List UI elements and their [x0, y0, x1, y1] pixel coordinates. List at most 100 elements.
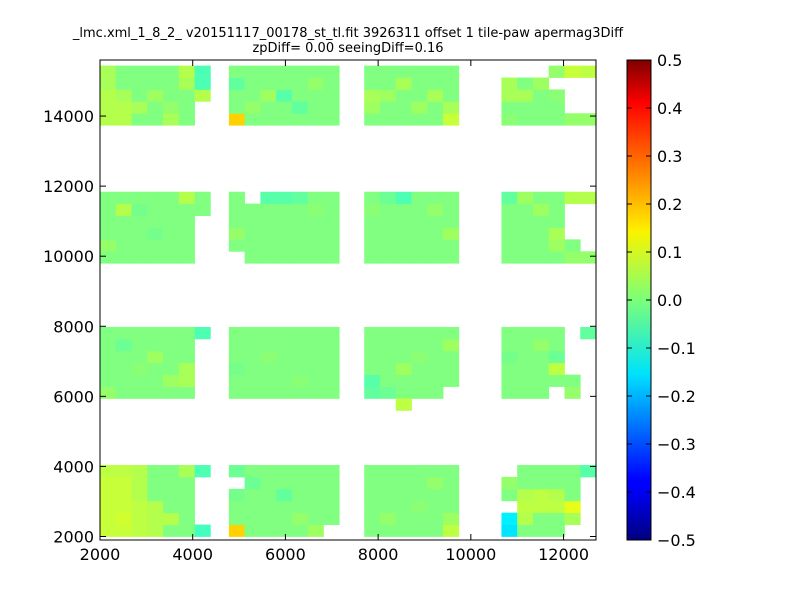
heatmap-cell: [364, 65, 381, 78]
heatmap-cell: [364, 215, 381, 228]
heatmap-cell: [147, 113, 164, 126]
heatmap-cell: [307, 512, 324, 525]
heatmap-cell: [427, 338, 444, 352]
heatmap-cell: [427, 512, 444, 525]
heatmap-cell: [276, 524, 293, 537]
heatmap-cell: [443, 101, 460, 114]
heatmap-cell: [228, 77, 246, 90]
heatmap-cell: [115, 113, 132, 126]
x-tick-label: 10000: [445, 545, 496, 564]
heatmap-cell: [427, 476, 444, 490]
heatmap-cell: [100, 326, 117, 340]
heatmap-cell: [115, 89, 132, 102]
heatmap-cell: [395, 524, 412, 537]
heatmap-cell: [291, 362, 309, 376]
heatmap-cell: [291, 338, 309, 352]
heatmap-cell: [517, 203, 534, 216]
heatmap-cell: [323, 251, 340, 264]
heatmap-cell: [228, 89, 246, 102]
heatmap-cell: [276, 338, 293, 352]
heatmap-cell: [100, 500, 117, 514]
heatmap-cell: [276, 512, 293, 525]
heatmap-cell: [443, 326, 460, 340]
heatmap-cell: [443, 374, 460, 387]
heatmap-cell: [276, 113, 293, 126]
heatmap-cell: [147, 350, 164, 364]
heatmap-cell: [411, 251, 428, 264]
heatmap-cell: [178, 524, 195, 537]
heatmap-cell: [131, 524, 148, 537]
y-tick-label: 6000: [53, 387, 94, 406]
heatmap-cell: [564, 65, 581, 78]
heatmap-cell: [131, 203, 148, 216]
heatmap-cell: [244, 89, 261, 102]
heatmap-cell: [276, 239, 293, 252]
heatmap-cell: [379, 386, 397, 399]
heatmap-cell: [548, 113, 565, 126]
heatmap-cell: [115, 203, 132, 216]
heatmap-cell: [379, 203, 397, 216]
heatmap-cell: [517, 524, 534, 537]
heatmap-cell: [443, 488, 460, 502]
heatmap-cell: [379, 113, 397, 126]
heatmap-cell: [395, 191, 412, 205]
heatmap-cell: [276, 191, 293, 205]
heatmap-cell: [323, 215, 340, 228]
heatmap-cell: [364, 77, 381, 90]
heatmap-cell: [194, 89, 211, 102]
heatmap-cell: [228, 350, 246, 364]
heatmap-cell: [291, 350, 309, 364]
heatmap-cell: [147, 488, 164, 502]
heatmap-cell: [244, 251, 261, 264]
heatmap-cell: [443, 227, 460, 240]
heatmap-cell: [323, 113, 340, 126]
heatmap-cell: [517, 239, 534, 252]
heatmap-cell: [228, 386, 246, 399]
heatmap-cell: [548, 203, 565, 216]
heatmap-cell: [517, 338, 534, 352]
heatmap-cell: [178, 203, 195, 216]
heatmap-cell: [395, 215, 412, 228]
heatmap-cell: [395, 350, 412, 364]
heatmap-cell: [379, 239, 397, 252]
heatmap-cell: [178, 500, 195, 514]
heatmap-cell: [276, 65, 293, 78]
heatmap-cell: [244, 524, 261, 537]
heatmap-cell: [427, 215, 444, 228]
heatmap-cell: [580, 65, 597, 78]
heatmap-cell: [115, 227, 132, 240]
heatmap-cell: [100, 476, 117, 490]
heatmap-cell: [276, 326, 293, 340]
heatmap-cell: [395, 476, 412, 490]
heatmap-cell: [411, 203, 428, 216]
heatmap-cell: [131, 326, 148, 340]
heatmap-cell: [411, 350, 428, 364]
heatmap-cell: [364, 101, 381, 114]
colorbar-tick-label: 0.2: [657, 195, 682, 214]
heatmap-cell: [427, 113, 444, 126]
y-tick-label: 12000: [43, 177, 94, 196]
heatmap-cell: [260, 386, 277, 399]
heatmap-cell: [517, 374, 534, 387]
heatmap-cell: [323, 338, 340, 352]
heatmap-cell: [228, 374, 246, 387]
heatmap-cell: [291, 227, 309, 240]
heatmap-cell: [131, 374, 148, 387]
heatmap-cell: [379, 512, 397, 525]
heatmap-cell: [427, 203, 444, 216]
y-tick-label: 14000: [43, 107, 94, 126]
heatmap-cell: [228, 191, 246, 205]
heatmap-cell: [115, 215, 132, 228]
heatmap-cell: [323, 227, 340, 240]
heatmap-cell: [379, 374, 397, 387]
heatmap-cell: [307, 191, 324, 205]
heatmap-cell: [564, 512, 581, 525]
heatmap-cell: [228, 227, 246, 240]
heatmap-cell: [395, 488, 412, 502]
heatmap-cell: [100, 89, 117, 102]
heatmap-cell: [517, 488, 534, 502]
heatmap-cell: [260, 374, 277, 387]
heatmap-cell: [291, 512, 309, 525]
heatmap-cell: [532, 101, 550, 114]
y-tick-label: 4000: [53, 457, 94, 476]
